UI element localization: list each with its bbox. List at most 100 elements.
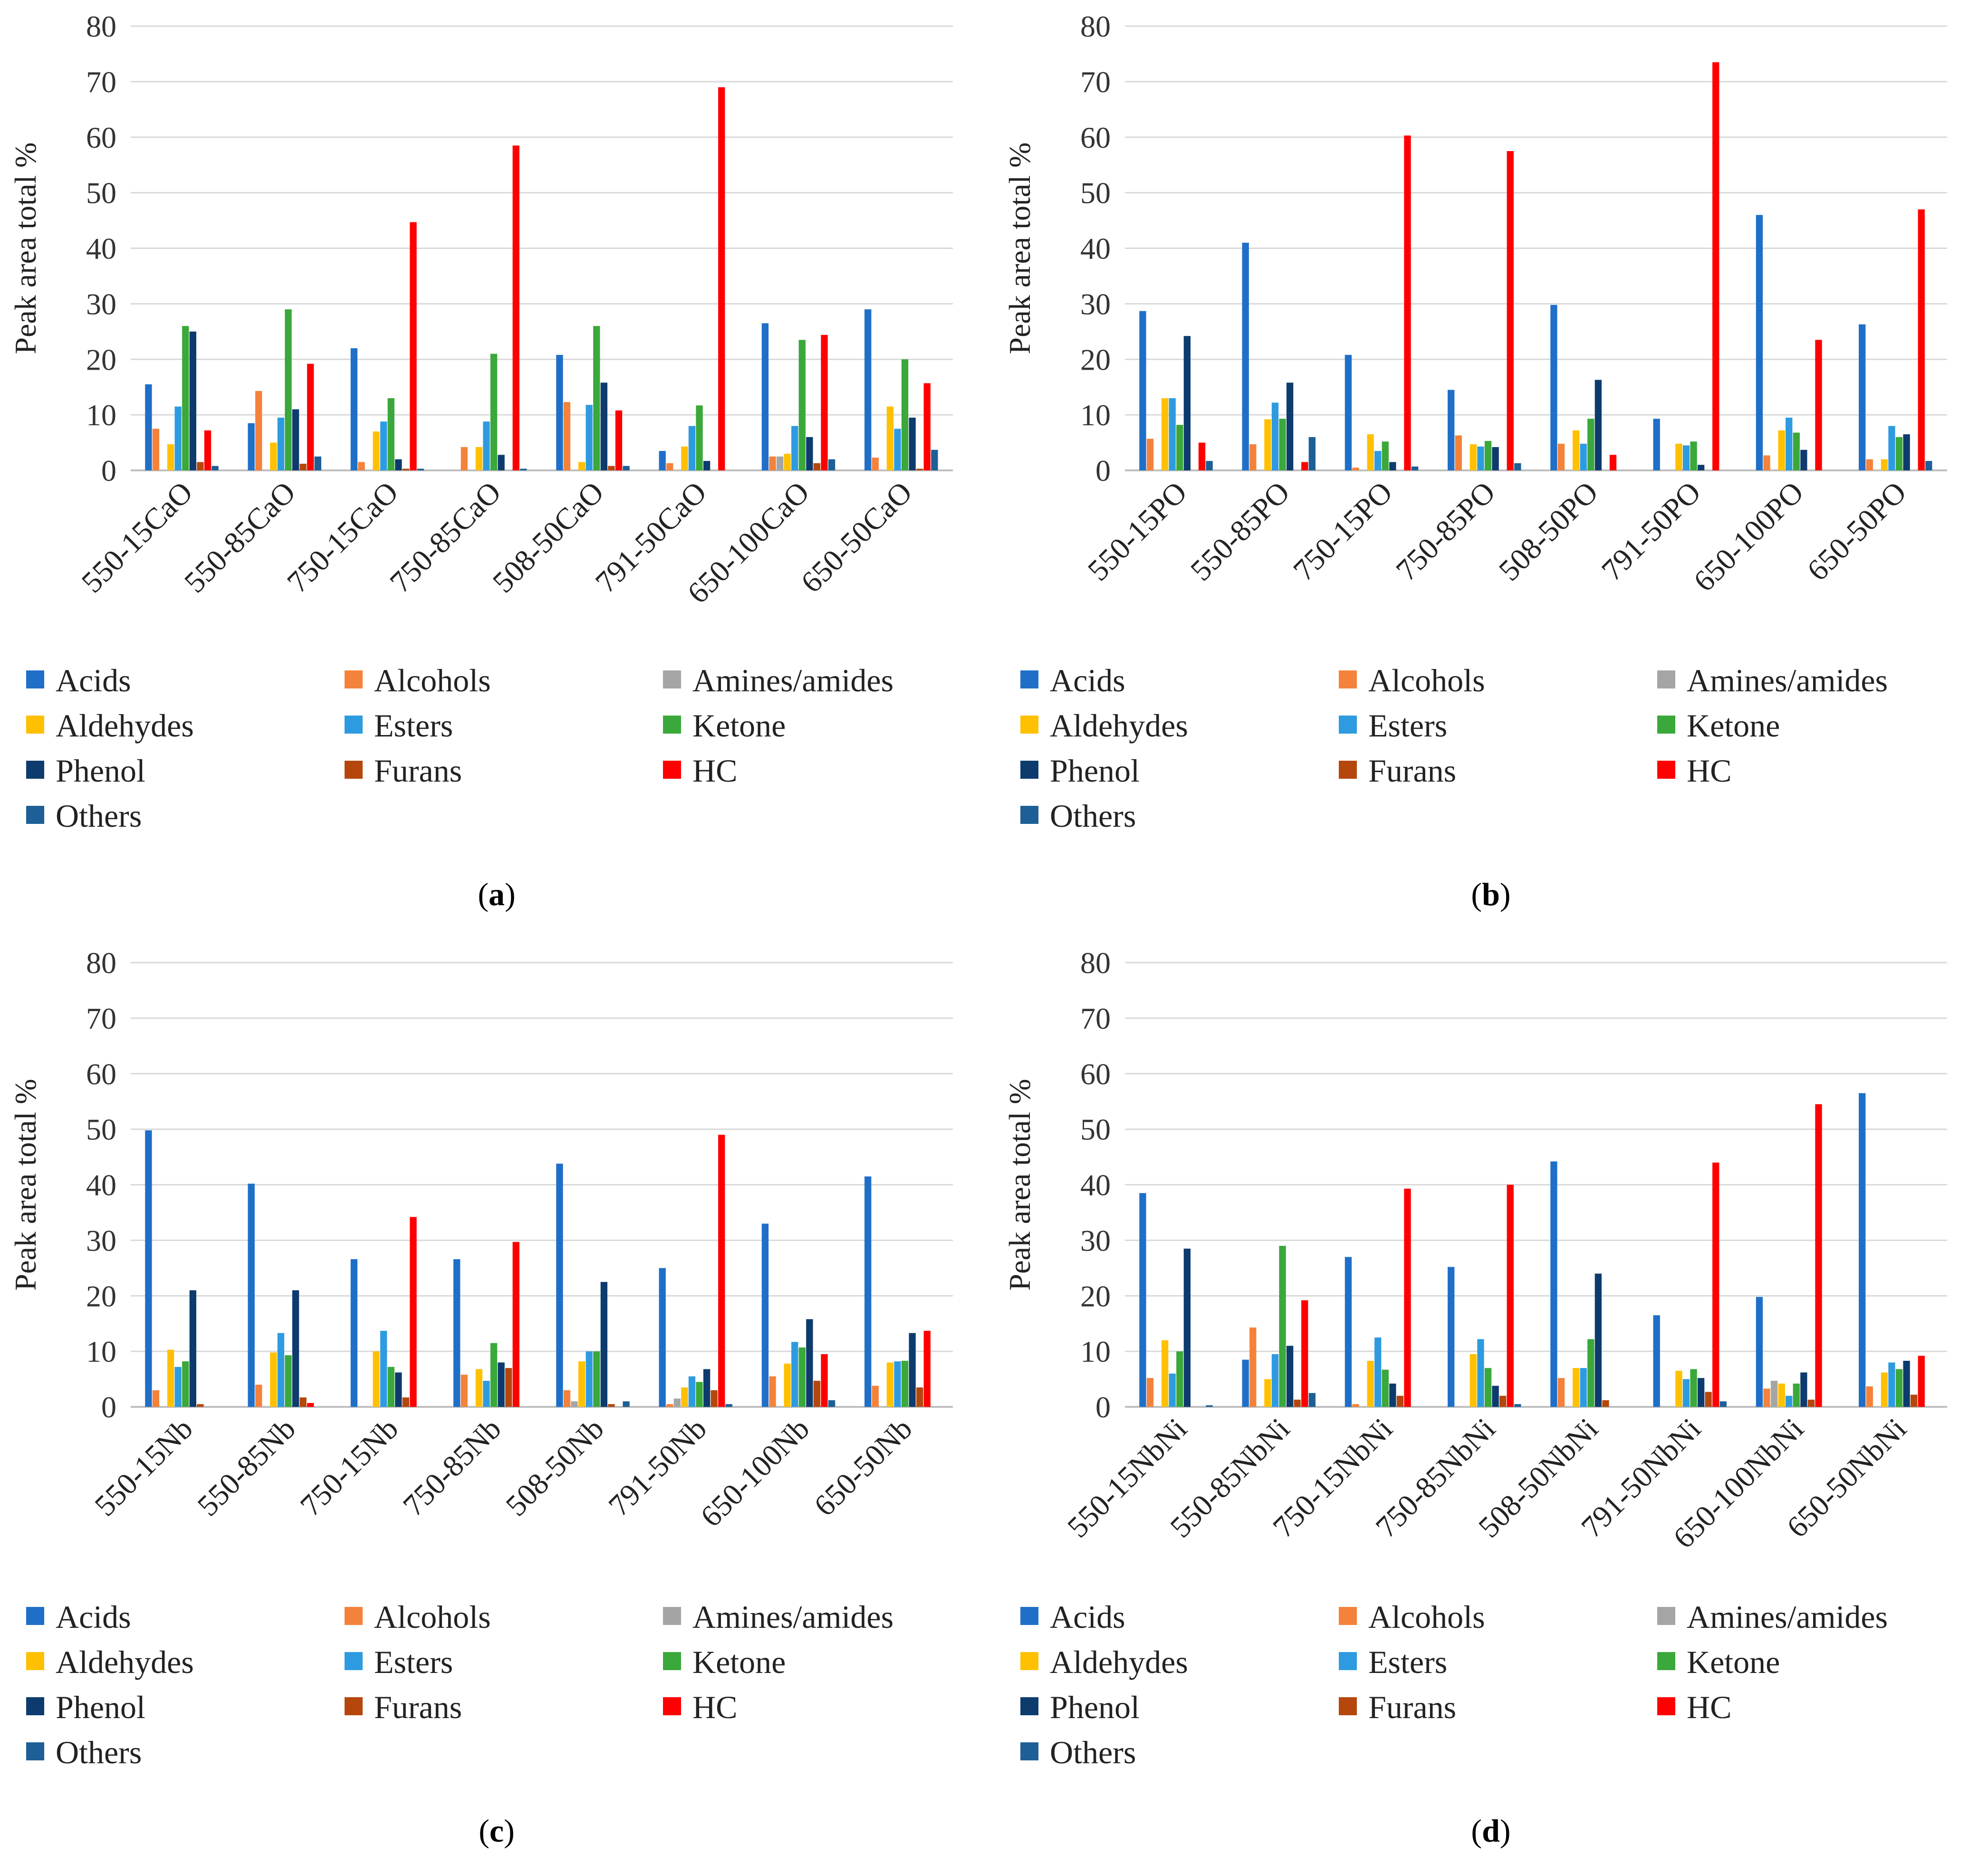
chart-panel-b: 0 10 20 30 40 50 60 70 80 Peak area total % 550-15… xyxy=(994,0,1988,936)
caption-close: ) xyxy=(1500,1813,1511,1849)
bar-others-550-15nbni xyxy=(1206,1405,1213,1407)
bar-alcohols-550-15nb xyxy=(152,1390,160,1407)
bar-hc-650-100nb xyxy=(821,1354,828,1407)
legend-label: Phenol xyxy=(1050,753,1140,789)
y-tick-label: 60 xyxy=(86,121,116,154)
legend-swatch-furans xyxy=(1339,761,1357,779)
y-axis-label: Peak area total % xyxy=(1003,1079,1037,1291)
bar-furans-650-100nbni xyxy=(1807,1399,1815,1407)
bar-hc-650-50cao xyxy=(923,383,931,470)
bar-ketone-550-15cao xyxy=(182,326,189,470)
bar-acids-550-15cao xyxy=(145,384,152,470)
bar-esters-650-100po xyxy=(1786,417,1793,470)
x-tick-label: 508-50Nb xyxy=(499,1412,610,1523)
legend-swatch-others xyxy=(1020,806,1038,824)
bar-phenol-750-15nbni xyxy=(1389,1383,1396,1407)
bar-aldehydes-791-50po xyxy=(1675,443,1682,470)
bar-aldehydes-550-85nbni xyxy=(1264,1379,1271,1407)
bar-hc-750-15nb xyxy=(410,1217,417,1407)
panel-caption: (b) xyxy=(1471,876,1510,912)
bar-hc-650-50nb xyxy=(923,1330,931,1407)
bar-others-508-50nb xyxy=(623,1401,630,1407)
x-tick-label: 750-15Nb xyxy=(294,1412,405,1523)
bar-furans-550-85nb xyxy=(299,1397,307,1407)
x-tick-label: 650-100Nb xyxy=(694,1412,816,1533)
y-tick-label: 20 xyxy=(1080,1279,1111,1313)
legend-swatch-alcohols xyxy=(1339,670,1357,688)
bar-ketone-750-15po xyxy=(1382,441,1389,470)
bar-esters-508-50cao xyxy=(586,405,593,470)
y-tick-label: 50 xyxy=(1080,176,1111,210)
bar-phenol-550-85cao xyxy=(292,409,299,470)
bar-phenol-791-50nb xyxy=(703,1369,711,1407)
bar-ketone-508-50nbni xyxy=(1587,1339,1594,1407)
caption-letter: d xyxy=(1482,1813,1500,1849)
bar-acids-791-50nb xyxy=(659,1268,666,1407)
bar-aldehydes-550-15nbni xyxy=(1161,1340,1169,1407)
y-tick-label: 40 xyxy=(1080,232,1111,266)
legend-swatch-acids xyxy=(1020,670,1038,688)
chart-svg-a: 0 10 20 30 40 50 60 70 80 Peak area total % 550-15… xyxy=(9,10,953,912)
bar-acids-650-100po xyxy=(1756,215,1763,470)
bar-aldehydes-508-50nbni xyxy=(1572,1368,1580,1407)
chart-panel-c: 0 10 20 30 40 50 60 70 80 Peak area total % 550-15… xyxy=(0,936,994,1873)
y-tick-label: 20 xyxy=(86,1279,116,1313)
bar-furans-650-50nbni xyxy=(1911,1395,1918,1407)
bar-acids-650-50nbni xyxy=(1859,1093,1866,1407)
bar-phenol-791-50nbni xyxy=(1697,1378,1705,1407)
bar-aldehydes-750-15nb xyxy=(373,1351,380,1407)
bar-phenol-650-50nbni xyxy=(1903,1360,1910,1407)
legend-swatch-furans xyxy=(1339,1697,1357,1715)
y-tick-label: 0 xyxy=(101,1390,116,1424)
bar-amines-amides-650-100nbni xyxy=(1770,1381,1778,1407)
bar-acids-650-50cao xyxy=(864,309,872,470)
bar-aldehydes-650-50cao xyxy=(886,406,894,470)
bar-hc-650-100nbni xyxy=(1815,1104,1822,1407)
legend-label: Furans xyxy=(374,753,462,789)
bar-phenol-750-15po xyxy=(1389,462,1396,470)
legend-label: Furans xyxy=(1368,1689,1456,1725)
bar-acids-508-50po xyxy=(1550,305,1557,470)
y-tick-label: 30 xyxy=(86,1223,116,1257)
chart-panel-a: 0 10 20 30 40 50 60 70 80 Peak area total % 550-15… xyxy=(0,0,994,936)
legend-label: Alcohols xyxy=(1368,1599,1485,1635)
bar-alcohols-650-50cao xyxy=(872,458,879,470)
bar-ketone-508-50po xyxy=(1587,419,1594,470)
bar-aldehydes-508-50cao xyxy=(578,462,586,470)
bar-acids-750-85po xyxy=(1448,390,1455,470)
y-tick-label: 50 xyxy=(86,1113,116,1147)
bar-furans-650-50cao xyxy=(916,468,923,470)
bar-aldehydes-550-15nb xyxy=(167,1349,174,1407)
x-tick-label: 750-85PO xyxy=(1389,475,1501,587)
chart-svg-c: 0 10 20 30 40 50 60 70 80 Peak area total % 550-15… xyxy=(9,946,953,1849)
bar-alcohols-508-50nb xyxy=(563,1390,571,1407)
bar-esters-650-100cao xyxy=(791,426,798,470)
y-tick-label: 40 xyxy=(86,1168,116,1202)
bar-acids-750-15cao xyxy=(350,348,358,470)
y-tick-label: 0 xyxy=(1095,454,1111,487)
bar-esters-650-100nbni xyxy=(1786,1395,1793,1407)
bar-others-550-85nbni xyxy=(1308,1393,1316,1407)
legend-label: Phenol xyxy=(56,753,145,789)
bar-phenol-508-50cao xyxy=(600,382,608,470)
bar-others-550-85cao xyxy=(314,456,321,470)
panel-caption: (d) xyxy=(1471,1813,1510,1849)
bar-ketone-550-85po xyxy=(1279,419,1286,470)
legend-label: Others xyxy=(1050,798,1136,834)
bar-ketone-791-50nb xyxy=(696,1382,703,1407)
legend-swatch-phenol xyxy=(26,761,44,779)
bar-phenol-550-15nb xyxy=(189,1290,197,1407)
bar-ketone-550-85cao xyxy=(285,309,292,470)
legend-label: Others xyxy=(1050,1734,1136,1770)
bar-aldehydes-550-85cao xyxy=(270,442,277,470)
bar-hc-791-50nb xyxy=(718,1135,725,1407)
bar-esters-750-15po xyxy=(1374,451,1382,470)
legend-swatch-amines-amides xyxy=(1657,670,1675,688)
legend-label: Amines/amides xyxy=(692,1599,893,1635)
bar-esters-791-50po xyxy=(1682,445,1690,470)
x-tick-label: 650-50CaO xyxy=(794,475,918,599)
legend-swatch-esters xyxy=(1339,716,1357,734)
bar-ketone-550-15nb xyxy=(182,1361,189,1407)
bar-ketone-550-15po xyxy=(1176,425,1183,470)
bar-esters-750-15nb xyxy=(380,1330,387,1407)
